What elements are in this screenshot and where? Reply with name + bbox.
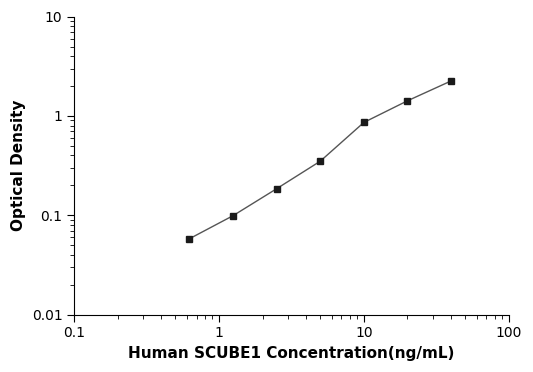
Y-axis label: Optical Density: Optical Density <box>11 100 26 231</box>
X-axis label: Human SCUBE1 Concentration(ng/mL): Human SCUBE1 Concentration(ng/mL) <box>128 346 455 361</box>
